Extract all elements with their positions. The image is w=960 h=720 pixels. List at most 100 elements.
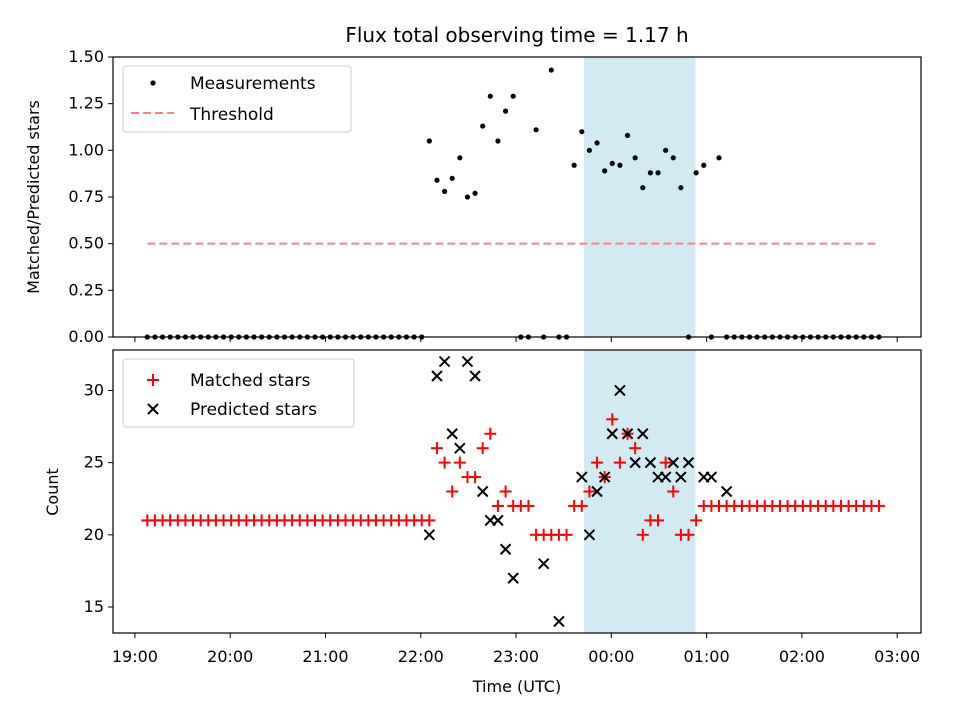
legend-predicted-marker — [147, 403, 159, 415]
measurement-point — [602, 168, 608, 174]
matched-star-point — [629, 442, 642, 455]
y-tick-label: 25 — [84, 453, 104, 472]
legend-frame — [122, 65, 352, 133]
measurement-point — [632, 155, 638, 161]
x-tick-label: 03:00 — [874, 647, 920, 666]
measurement-point — [624, 132, 631, 138]
predicted-star-point — [492, 514, 504, 527]
measurement-point — [434, 177, 440, 183]
predicted-star-point — [621, 428, 634, 440]
y-tick-label: 15 — [84, 597, 104, 616]
matched-star-point — [484, 427, 497, 440]
measurement-point — [533, 127, 539, 133]
measurement-point — [495, 138, 501, 144]
measurement-point — [449, 175, 455, 181]
predicted-star-point — [461, 355, 474, 368]
measurement-point — [640, 185, 646, 191]
predicted-star-point — [438, 355, 451, 368]
matched-star-point — [430, 442, 443, 455]
legend-predicted-label: Predicted stars — [190, 400, 317, 420]
legend-threshold-label: Threshold — [189, 105, 274, 125]
predicted-star-point — [598, 471, 611, 483]
predicted-star-point — [659, 471, 672, 483]
predicted-star-point — [423, 529, 436, 541]
y-tick-label: 30 — [84, 380, 104, 399]
predicted-star-point — [553, 615, 565, 628]
measurement-point — [609, 160, 615, 166]
ratio-panel: 0.00 0.25 0.50 0.75 1.00 1.25 1.50 Matched/Pre… — [24, 47, 922, 346]
x-tick-label: 02:00 — [779, 647, 825, 666]
predicted-star-point — [507, 572, 519, 584]
measurement-point — [472, 190, 478, 196]
matched-star-point — [690, 514, 703, 527]
matched-star-point — [522, 499, 535, 512]
x-tick-label: 23:00 — [493, 647, 539, 666]
predicted-star-point — [667, 456, 679, 469]
legend-frame — [122, 358, 355, 428]
matched-star-point — [652, 514, 665, 527]
matched-star-point — [575, 499, 588, 512]
x-tick-label: 22:00 — [398, 647, 444, 666]
y-tick-label: 0.25 — [68, 280, 104, 299]
measurement-point — [701, 162, 707, 168]
predicted-star-point — [637, 428, 649, 440]
matched-star-point — [873, 499, 886, 512]
measurement-point — [579, 129, 585, 135]
y-tick-label: 1.00 — [68, 140, 104, 159]
measurement-point — [480, 123, 486, 129]
matched-star-point — [560, 528, 573, 541]
y-tick-label: 0.50 — [68, 234, 104, 253]
ratio-x-ticks — [134, 337, 898, 342]
x-axis-label: Time (UTC) — [472, 677, 561, 696]
matched-star-point — [476, 442, 489, 455]
measurement-point — [693, 170, 699, 176]
x-tick-label: 20:00 — [207, 647, 253, 666]
matched-star-point — [636, 528, 649, 541]
y-tick-label: 0.75 — [68, 187, 104, 206]
measurement-point — [510, 93, 516, 99]
chart-title: Flux total observing time = 1.17 h — [345, 23, 688, 47]
measurement-point — [716, 155, 722, 161]
predicted-star-point — [606, 428, 618, 440]
x-tick-label: 21:00 — [302, 647, 348, 666]
count-plot-content — [141, 350, 886, 633]
matched-star-point — [453, 456, 466, 469]
count-legend: Matched stars Predicted stars — [122, 358, 355, 428]
matched-star-point — [682, 528, 695, 541]
predicted-star-point — [469, 370, 481, 382]
legend-measurements-label: Measurements — [190, 74, 316, 94]
predicted-star-point — [431, 370, 443, 382]
measurement-point — [464, 194, 471, 200]
predicted-star-point — [720, 485, 733, 498]
predicted-star-point — [675, 471, 687, 483]
predicted-star-point — [629, 456, 641, 469]
matched-star-point — [469, 471, 482, 484]
ratio-y-axis: 0.00 0.25 0.50 0.75 1.00 1.25 1.50 — [68, 47, 113, 346]
predicted-star-point — [446, 428, 458, 440]
measurement-point — [655, 170, 661, 176]
measurement-point — [670, 155, 676, 161]
predicted-star-point — [576, 471, 588, 483]
measurement-point — [647, 170, 653, 176]
predicted-star-point — [682, 456, 695, 469]
predicted-star-point — [644, 456, 657, 469]
y-tick-label: 20 — [84, 525, 104, 544]
predicted-star-point — [614, 384, 626, 397]
ratio-y-axis-label: Matched/Predicted stars — [24, 100, 43, 294]
measurement-point — [617, 162, 623, 168]
measurement-point — [586, 147, 593, 153]
count-plot-frame — [112, 349, 922, 634]
observing-window-shade — [583, 57, 696, 337]
count-panel: 15 20 25 30 19:00 20:00 21:00 22:00 23:00 00:00 0… — [43, 349, 922, 696]
predicted-star-point — [537, 557, 550, 570]
measurement-point — [678, 185, 684, 191]
matched-star-point — [667, 485, 680, 498]
measurement-point — [663, 147, 669, 153]
measurement-point — [457, 155, 463, 161]
matched-star-point — [613, 456, 626, 469]
measurement-point — [502, 108, 509, 114]
y-tick-label: 1.25 — [68, 94, 104, 113]
matched-star-point — [583, 485, 596, 498]
predicted-star-point — [583, 529, 596, 541]
